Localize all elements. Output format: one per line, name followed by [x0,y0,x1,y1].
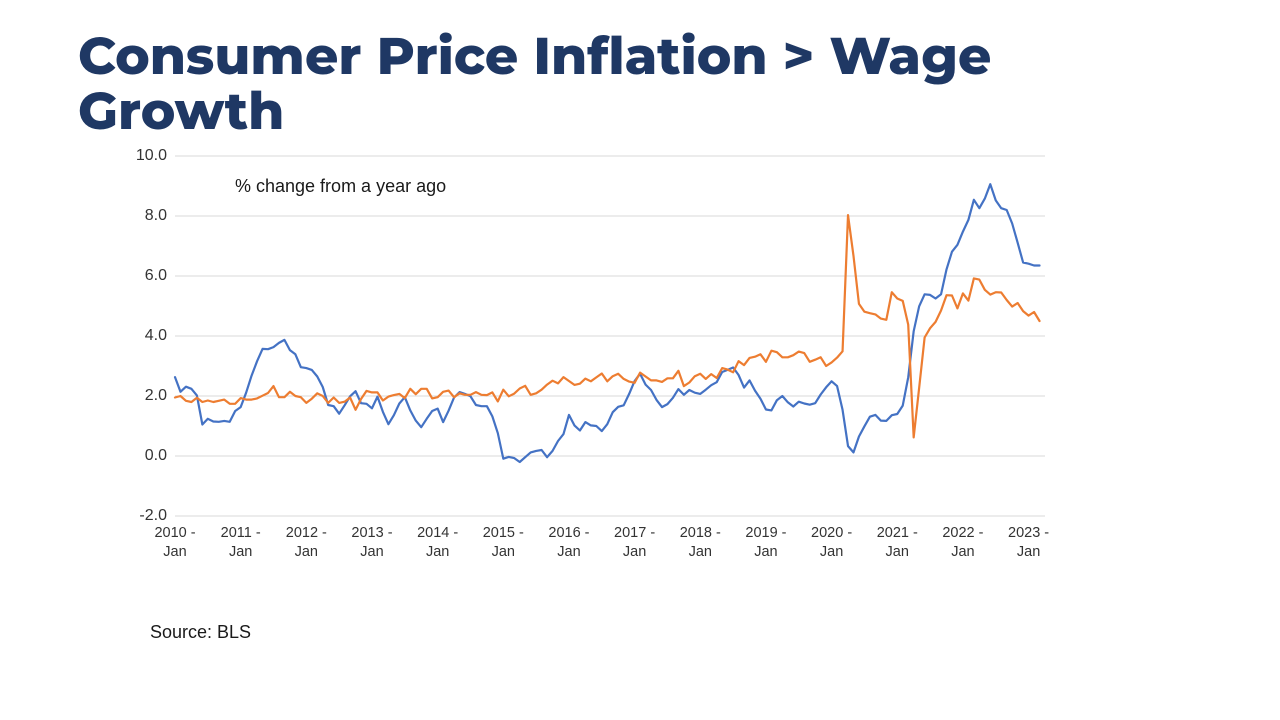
x-tick-label: 2017 -Jan [614,524,655,562]
y-tick-label: 4.0 [117,327,167,345]
y-tick-label: 0.0 [117,447,167,465]
x-tick-label: 2014 -Jan [417,524,458,562]
y-tick-label: -2.0 [117,507,167,525]
x-tick-label: 2010 -Jan [154,524,195,562]
y-tick-label: 8.0 [117,207,167,225]
y-tick-label: 6.0 [117,267,167,285]
y-tick-label: 10.0 [117,147,167,165]
series-cpi [175,184,1040,462]
x-tick-label: 2020 -Jan [811,524,852,562]
chart-area: -2.0 0.0 2.0 4.0 6.0 8.0 10.0 2010 -Jan 2011 -J… [115,150,1045,570]
x-tick-label: 2013 -Jan [351,524,392,562]
source-attribution: Source: BLS [150,622,251,643]
chart-subtitle: % change from a year ago [235,176,446,197]
x-tick-label: 2016 -Jan [548,524,589,562]
x-tick-label: 2018 -Jan [680,524,721,562]
chart-title: Consumer Price Inflation > Wage Growth [78,30,1178,139]
y-tick-label: 2.0 [117,387,167,405]
x-tick-label: 2012 -Jan [286,524,327,562]
x-tick-label: 2021 -Jan [877,524,918,562]
x-tick-label: 2015 -Jan [483,524,524,562]
x-tick-label: 2011 -Jan [221,524,261,562]
line-chart-svg [115,150,1055,526]
chart-container: Consumer Price Inflation > Wage Growth -… [0,0,1280,720]
series-wage-growth [175,215,1040,437]
x-tick-label: 2023 -Jan [1008,524,1049,562]
x-tick-label: 2022 -Jan [942,524,983,562]
x-tick-label: 2019 -Jan [745,524,786,562]
